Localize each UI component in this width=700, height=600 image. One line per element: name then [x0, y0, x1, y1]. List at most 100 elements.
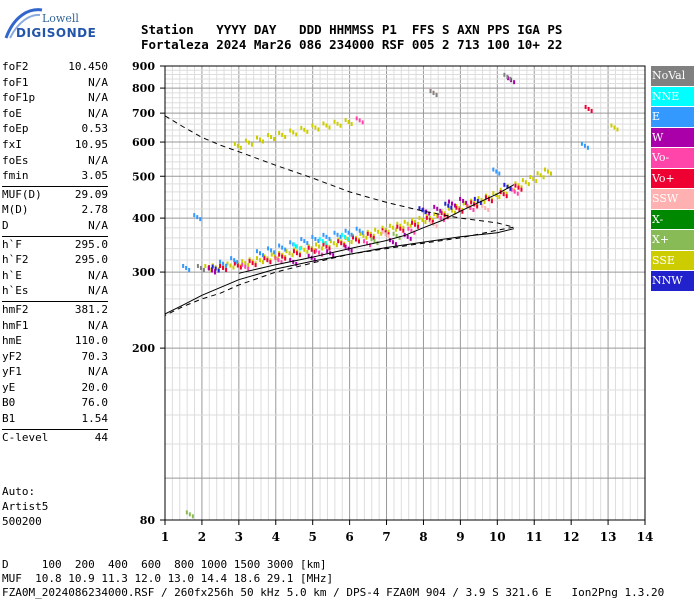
param-row: fmin 3.05	[2, 169, 108, 185]
echo-point	[451, 201, 453, 206]
echo-point	[325, 234, 328, 239]
echo-point	[433, 204, 436, 209]
echo-point	[278, 243, 281, 248]
echo-point	[340, 241, 343, 246]
y-tick-label: 600	[132, 136, 155, 149]
echo-point	[214, 270, 216, 275]
echo-point	[484, 195, 487, 200]
echo-point	[517, 183, 520, 188]
echo-point	[381, 225, 384, 230]
echo-point	[492, 191, 495, 196]
echo-point	[458, 207, 461, 212]
param-value: 2.78	[81, 203, 109, 217]
echo-point	[289, 240, 292, 245]
param-name: fxI	[2, 137, 22, 151]
echo-point	[454, 210, 456, 215]
param-name: fmin	[2, 169, 29, 183]
echo-point	[439, 208, 442, 213]
echo-point	[425, 215, 428, 220]
echo-point	[610, 123, 613, 128]
echo-point	[322, 242, 325, 247]
echo-point	[262, 260, 264, 265]
echo-point	[498, 195, 501, 200]
echo-point	[381, 228, 384, 233]
echo-point	[314, 236, 317, 241]
param-row: foF1p N/A	[2, 91, 108, 107]
legend-item: NNW	[651, 271, 694, 291]
artist-version: Artist5	[2, 500, 49, 513]
echo-point	[251, 261, 254, 266]
echo-point	[182, 263, 185, 268]
echo-point	[337, 239, 340, 244]
echo-point	[222, 261, 225, 266]
echo-point	[225, 263, 228, 268]
echo-point	[307, 253, 310, 258]
echo-point	[516, 191, 519, 196]
echo-point	[239, 145, 242, 150]
station-header: Station YYYY DAY DDD HHMMSS P1 FFS S AXN…	[141, 22, 562, 52]
echo-point	[280, 260, 283, 265]
echo-point	[300, 125, 303, 130]
param-row: yF2 70.3	[2, 350, 108, 366]
echo-point	[298, 253, 301, 258]
param-value: 295.0	[74, 253, 108, 267]
echo-point	[361, 230, 364, 235]
echo-point	[289, 128, 292, 133]
echo-point	[266, 258, 269, 263]
echo-point	[358, 239, 360, 244]
legend-item: X-	[651, 209, 694, 229]
param-row: foE N/A	[2, 107, 108, 123]
echo-point	[306, 249, 309, 254]
param-value: 1.54	[81, 412, 109, 426]
echo-point	[311, 234, 314, 239]
param-name: hmE	[2, 334, 22, 348]
param-name: B0	[2, 396, 16, 410]
param-row: C-level 44	[2, 431, 108, 447]
param-name: h`E	[2, 268, 22, 282]
echo-point	[315, 242, 318, 247]
autoscaling-block: Auto: Artist5 500200	[2, 484, 48, 529]
echo-point	[428, 217, 431, 222]
echo-point	[281, 245, 284, 250]
echo-point	[487, 197, 490, 202]
echo-point	[350, 240, 353, 245]
param-row: B0 76.0	[2, 396, 108, 412]
auto-label: Auto:	[2, 485, 36, 498]
echo-point	[483, 200, 486, 205]
echo-point	[472, 207, 475, 212]
echo-point	[322, 232, 325, 237]
echo-point	[447, 203, 450, 208]
param-row: h`F 295.0	[2, 238, 108, 254]
artist-code: 500200	[2, 515, 42, 528]
echo-point	[466, 203, 469, 208]
echo-point	[284, 256, 287, 261]
echo-point	[298, 246, 301, 251]
echo-point	[391, 225, 394, 230]
echo-point	[495, 193, 498, 198]
echo-point	[461, 209, 464, 214]
echo-point	[347, 120, 350, 125]
echo-point	[259, 258, 261, 263]
param-separator	[2, 300, 108, 302]
echo-point	[517, 185, 520, 190]
echo-point	[429, 89, 432, 94]
echo-point	[409, 223, 412, 228]
echo-point	[292, 249, 295, 254]
echo-point	[477, 196, 480, 201]
echo-point	[388, 238, 391, 243]
echo-point	[233, 258, 236, 263]
param-name: M(D)	[2, 203, 29, 217]
param-value: 381.2	[74, 302, 108, 316]
legend-item: SSW	[651, 189, 694, 209]
echo-point	[292, 130, 295, 135]
echo-point	[421, 208, 424, 213]
param-value: 0.53	[81, 122, 109, 136]
param-value: N/A	[88, 106, 108, 120]
legend-item: Vo-	[651, 148, 694, 168]
echo-point	[211, 268, 213, 273]
echo-point	[513, 80, 516, 85]
echo-point	[409, 236, 412, 241]
param-name: foF1p	[2, 91, 36, 105]
echo-point	[369, 231, 372, 236]
echo-point	[226, 261, 229, 266]
